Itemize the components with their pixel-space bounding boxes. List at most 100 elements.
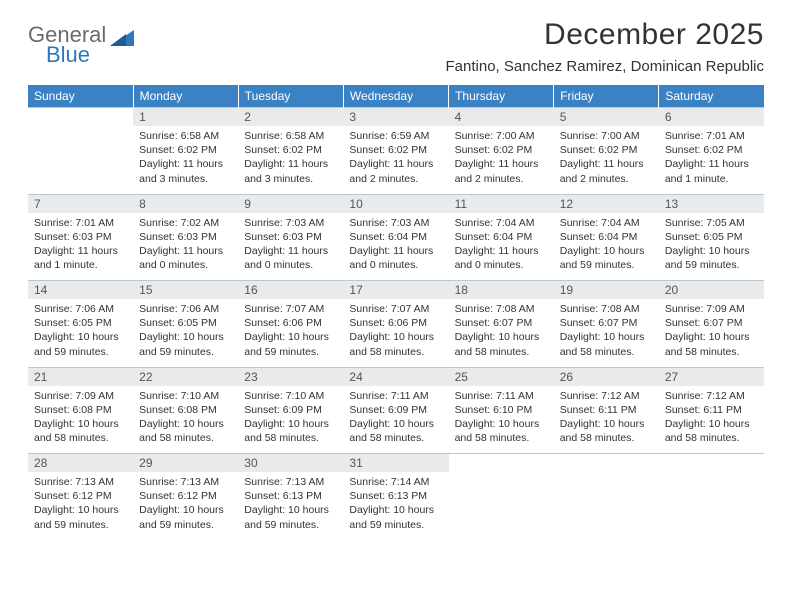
day-info-line: and 59 minutes. (34, 345, 127, 359)
day-content-cell: Sunrise: 6:58 AMSunset: 6:02 PMDaylight:… (133, 126, 238, 194)
day-info-line: Sunrise: 7:08 AM (560, 302, 653, 316)
day-info-line: Sunrise: 7:12 AM (560, 389, 653, 403)
day-number-cell: 14 (28, 281, 133, 300)
day-info-line: and 58 minutes. (560, 345, 653, 359)
day-info-line: Daylight: 11 hours (139, 157, 232, 171)
day-number-cell: 25 (449, 367, 554, 386)
day-info-line: Daylight: 11 hours (455, 157, 548, 171)
day-info-line: Daylight: 10 hours (455, 417, 548, 431)
day-content-cell: Sunrise: 7:01 AMSunset: 6:02 PMDaylight:… (659, 126, 764, 194)
day-info-line: Daylight: 10 hours (139, 330, 232, 344)
day-info-line: Sunset: 6:07 PM (560, 316, 653, 330)
day-content-cell: Sunrise: 7:00 AMSunset: 6:02 PMDaylight:… (554, 126, 659, 194)
day-content-cell: Sunrise: 7:13 AMSunset: 6:12 PMDaylight:… (133, 472, 238, 540)
day-info-line: Daylight: 11 hours (244, 244, 337, 258)
day-content-row: Sunrise: 7:06 AMSunset: 6:05 PMDaylight:… (28, 299, 764, 367)
day-info-line: Sunset: 6:13 PM (349, 489, 442, 503)
day-info-line: Sunset: 6:07 PM (665, 316, 758, 330)
day-number-cell: 17 (343, 281, 448, 300)
day-info-line: Sunset: 6:06 PM (244, 316, 337, 330)
day-number-cell: 13 (659, 194, 764, 213)
day-info-line: Sunrise: 7:01 AM (34, 216, 127, 230)
day-content-cell: Sunrise: 7:02 AMSunset: 6:03 PMDaylight:… (133, 213, 238, 281)
day-content-cell: Sunrise: 7:12 AMSunset: 6:11 PMDaylight:… (554, 386, 659, 454)
day-header: Friday (554, 85, 659, 108)
day-info-line: Sunset: 6:04 PM (349, 230, 442, 244)
day-info-line: Sunset: 6:04 PM (455, 230, 548, 244)
day-info-line: Sunrise: 7:06 AM (139, 302, 232, 316)
day-content-cell: Sunrise: 7:13 AMSunset: 6:13 PMDaylight:… (238, 472, 343, 540)
day-info-line: Daylight: 10 hours (665, 330, 758, 344)
day-number-cell: 2 (238, 108, 343, 127)
day-info-line: Daylight: 10 hours (560, 244, 653, 258)
day-content-cell: Sunrise: 7:04 AMSunset: 6:04 PMDaylight:… (554, 213, 659, 281)
day-content-cell: Sunrise: 7:12 AMSunset: 6:11 PMDaylight:… (659, 386, 764, 454)
calendar-page: General Blue December 2025 Fantino, Sanc… (0, 0, 792, 550)
day-content-cell: Sunrise: 7:11 AMSunset: 6:09 PMDaylight:… (343, 386, 448, 454)
day-number-cell: 5 (554, 108, 659, 127)
day-info-line: Sunset: 6:05 PM (139, 316, 232, 330)
day-info-line: Sunset: 6:02 PM (244, 143, 337, 157)
day-info-line: Sunrise: 7:11 AM (349, 389, 442, 403)
day-info-line: Daylight: 11 hours (665, 157, 758, 171)
day-info-line: Sunrise: 7:08 AM (455, 302, 548, 316)
brand-logo: General Blue (28, 18, 136, 66)
day-content-row: Sunrise: 7:01 AMSunset: 6:03 PMDaylight:… (28, 213, 764, 281)
day-info-line: Daylight: 10 hours (34, 330, 127, 344)
day-info-line: Daylight: 11 hours (139, 244, 232, 258)
day-info-line: Daylight: 10 hours (349, 417, 442, 431)
day-info-line: Sunrise: 7:12 AM (665, 389, 758, 403)
day-info-line: Sunset: 6:03 PM (139, 230, 232, 244)
day-number-row: 14151617181920 (28, 281, 764, 300)
day-content-cell: Sunrise: 7:14 AMSunset: 6:13 PMDaylight:… (343, 472, 448, 540)
day-header: Tuesday (238, 85, 343, 108)
day-info-line: Daylight: 10 hours (139, 417, 232, 431)
day-info-line: Sunset: 6:11 PM (665, 403, 758, 417)
day-number-cell: 31 (343, 454, 448, 473)
calendar-body: 123456Sunrise: 6:58 AMSunset: 6:02 PMDay… (28, 108, 764, 541)
day-info-line: and 0 minutes. (139, 258, 232, 272)
day-number-cell: 29 (133, 454, 238, 473)
day-number-cell: 22 (133, 367, 238, 386)
day-info-line: and 59 minutes. (560, 258, 653, 272)
day-content-row: Sunrise: 6:58 AM Sunset: 6:02 PM Daylight:… (28, 126, 764, 194)
day-info-line: Sunset: 6:12 PM (139, 489, 232, 503)
day-number-cell: 18 (449, 281, 554, 300)
day-info-line: Daylight: 11 hours (560, 157, 653, 171)
day-content-cell: Sunrise: 7:10 AMSunset: 6:08 PMDaylight:… (133, 386, 238, 454)
day-info-line: Sunrise: 7:09 AM (34, 389, 127, 403)
day-header: Monday (133, 85, 238, 108)
day-info-line: Sunrise: 6:58 AM (139, 129, 232, 143)
day-info-line: Sunset: 6:07 PM (455, 316, 548, 330)
day-info-line: Daylight: 10 hours (665, 417, 758, 431)
day-info-line: and 58 minutes. (349, 345, 442, 359)
day-info-line: and 58 minutes. (455, 431, 548, 445)
day-info-line: and 58 minutes. (139, 431, 232, 445)
day-info-line: Daylight: 10 hours (244, 503, 337, 517)
day-number-cell: 11 (449, 194, 554, 213)
day-info-line: Sunset: 6:09 PM (349, 403, 442, 417)
day-info-line: Sunrise: 7:04 AM (455, 216, 548, 230)
day-number-cell: 6 (659, 108, 764, 127)
day-info-line: Daylight: 10 hours (560, 417, 653, 431)
page-header: General Blue December 2025 Fantino, Sanc… (28, 18, 764, 75)
day-content-cell: Sunrise: 7:08 AMSunset: 6:07 PMDaylight:… (449, 299, 554, 367)
day-content-cell: Sunrise: 7:13 AMSunset: 6:12 PMDaylight:… (28, 472, 133, 540)
day-info-line: Sunset: 6:03 PM (34, 230, 127, 244)
day-number-cell: 19 (554, 281, 659, 300)
day-info-line: Sunrise: 7:02 AM (139, 216, 232, 230)
day-info-line: Sunset: 6:12 PM (34, 489, 127, 503)
day-info-line: and 58 minutes. (665, 431, 758, 445)
day-info-line: and 0 minutes. (244, 258, 337, 272)
day-info-line: and 1 minute. (34, 258, 127, 272)
day-header: Thursday (449, 85, 554, 108)
day-info-line: and 3 minutes. (139, 172, 232, 186)
day-info-line: Sunrise: 6:59 AM (349, 129, 442, 143)
day-content-cell: Sunrise: 7:09 AMSunset: 6:08 PMDaylight:… (28, 386, 133, 454)
day-info-line: Daylight: 10 hours (139, 503, 232, 517)
day-info-line: and 1 minute. (665, 172, 758, 186)
day-info-line: Daylight: 10 hours (455, 330, 548, 344)
day-info-line: Daylight: 11 hours (34, 244, 127, 258)
month-title: December 2025 (446, 18, 764, 52)
day-number-cell: 8 (133, 194, 238, 213)
